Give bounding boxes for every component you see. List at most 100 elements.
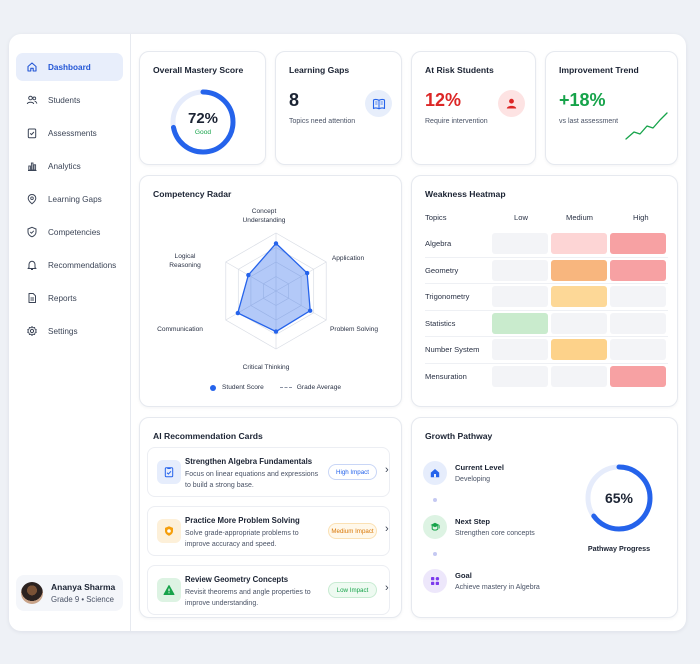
target-icon [25,192,39,206]
heatmap-topic-label: Algebra [425,239,452,248]
radar-axis-label: Critical Thinking [242,364,290,371]
sidebar-item-label: Reports [48,293,77,303]
learning-gaps-subtitle: Topics need attention [289,118,356,125]
radar-student-point [235,310,241,316]
sidebar-item-label: Assessments [48,128,97,138]
chevron-right-icon[interactable]: › [385,464,389,476]
sidebar-item-analytics[interactable]: Analytics [16,152,123,180]
step-subtitle: Developing [455,476,491,483]
radar-axis-label: Problem Solving [329,326,378,333]
recommendation-card[interactable]: Strengthen Algebra Fundamentals Focus on… [147,447,390,497]
impact-badge: Medium Impact [328,523,377,539]
recommendation-title: Practice More Problem Solving [185,516,300,525]
at-risk-value: 12% [425,90,462,110]
radar-axis-line [275,261,327,292]
shield-icon [25,225,39,239]
step-subtitle: Strengthen core concepts [455,530,535,537]
heatmap-cell [492,339,548,360]
radar-student-point [307,308,313,313]
profile-subtitle: Grade 9 • Science [51,595,114,604]
heatmap-cell [610,233,666,254]
legend-swatch-average [279,387,292,388]
at-risk-subtitle: Require intervention [425,118,488,125]
heatmap-header-medium: Medium [566,213,594,222]
heatmap-row-divider [425,309,668,311]
gear-icon [25,324,39,338]
sidebar-item-recommendations[interactable]: Recommendations [16,251,123,279]
heatmap-header-low: Low [514,213,528,222]
heatmap-cell [492,312,548,334]
radar-legend: Student Score Grade Average [210,384,341,391]
chevron-right-icon[interactable]: › [385,523,389,535]
shield-alert-icon [157,519,181,543]
mastery-progress-ring [170,89,236,155]
heatmap-row-divider [425,283,668,284]
radar-axis-label: Communication [157,326,203,333]
sidebar-item-settings[interactable]: Settings [16,317,123,345]
improvement-trend-card: Improvement Trend +18% vs last assessmen… [545,51,678,165]
improvement-subtitle: vs last assessment [559,118,619,125]
app-window: Dashboard Students Assessments Analytics… [9,34,686,631]
weakness-heatmap-card: Weakness Heatmap Topics Low Medium High … [411,175,678,407]
user-alert-icon [498,90,525,117]
heatmap-cell [610,365,666,387]
heatmap-topic-label: Mensuration [425,371,467,381]
mastery-card: Overall Mastery Score 72% Good [139,51,266,165]
radar-student-point [273,241,279,246]
radar-axis-line [225,290,277,321]
sidebar-item-competencies[interactable]: Competencies [16,218,123,246]
card-title: Competency Radar [153,189,232,199]
heatmap-cell [492,286,548,307]
user-profile[interactable]: Ananya Sharma Grade 9 • Science [16,575,123,611]
bell-icon [25,258,39,272]
growth-pathway-card: Growth Pathway Current Level Developing … [411,417,678,618]
radar-axis-line [275,290,327,321]
legend-average: Grade Average [296,384,342,391]
recommendation-card[interactable]: Review Geometry Concepts Revisit theorem… [147,565,390,615]
radar-axis-label: Application [331,255,365,262]
heatmap-header-topics: Topics [425,213,447,222]
card-title: Improvement Trend [559,65,639,75]
heatmap-cell [551,312,607,334]
heatmap-topic-label: Statistics [425,318,456,328]
step-connector [433,498,437,502]
sidebar-item-label: Analytics [48,161,81,171]
heatmap-cell [551,365,607,387]
heatmap-cell [551,233,607,254]
at-risk-card: At Risk Students 12% Require interventio… [411,51,536,165]
card-title: At Risk Students [425,65,494,75]
learning-gaps-value: 8 [289,90,300,110]
sidebar-item-label: Competencies [48,227,101,237]
card-title: AI Recommendation Cards [153,431,263,441]
heatmap-row-divider [425,362,668,364]
legend-student: Student Score [222,384,264,391]
step-title: Next Step [455,517,491,526]
heatmap-cell [610,286,666,307]
heatmap-cell [610,339,666,360]
step-subtitle: Achieve mastery in Algebra [455,584,540,591]
sidebar-item-students[interactable]: Students [16,86,123,114]
award-icon [423,569,447,593]
bar-chart-icon [25,159,39,173]
heatmap-header-high: High [633,213,649,222]
sidebar-item-learning-gaps[interactable]: Learning Gaps [16,185,123,213]
radar-axis-line [225,261,277,292]
pathway-progress-ring [585,464,653,532]
card-title: Learning Gaps [289,65,350,75]
radar-student-point [273,329,279,334]
ai-recommendations-card: AI Recommendation Cards Strengthen Algeb… [139,417,402,618]
heatmap-cell [551,286,607,307]
chevron-right-icon[interactable]: › [385,582,389,594]
pathway-progress-label: Pathway Progress [587,544,651,553]
sidebar-item-label: Settings [48,326,78,336]
recommendation-title: Review Geometry Concepts [185,575,289,584]
radar-chart [225,232,327,350]
recommendation-title: Strengthen Algebra Fundamentals [185,457,313,466]
heatmap-row-divider [425,256,668,258]
sidebar-item-reports[interactable]: Reports [16,284,123,312]
sidebar-item-dashboard[interactable]: Dashboard [16,53,123,81]
competency-radar-card: Competency Radar Concept Understanding A… [139,175,402,407]
sidebar-item-assessments[interactable]: Assessments [16,119,123,147]
recommendation-card[interactable]: Practice More Problem Solving Solve grad… [147,506,390,556]
heatmap-row-divider [425,336,668,337]
